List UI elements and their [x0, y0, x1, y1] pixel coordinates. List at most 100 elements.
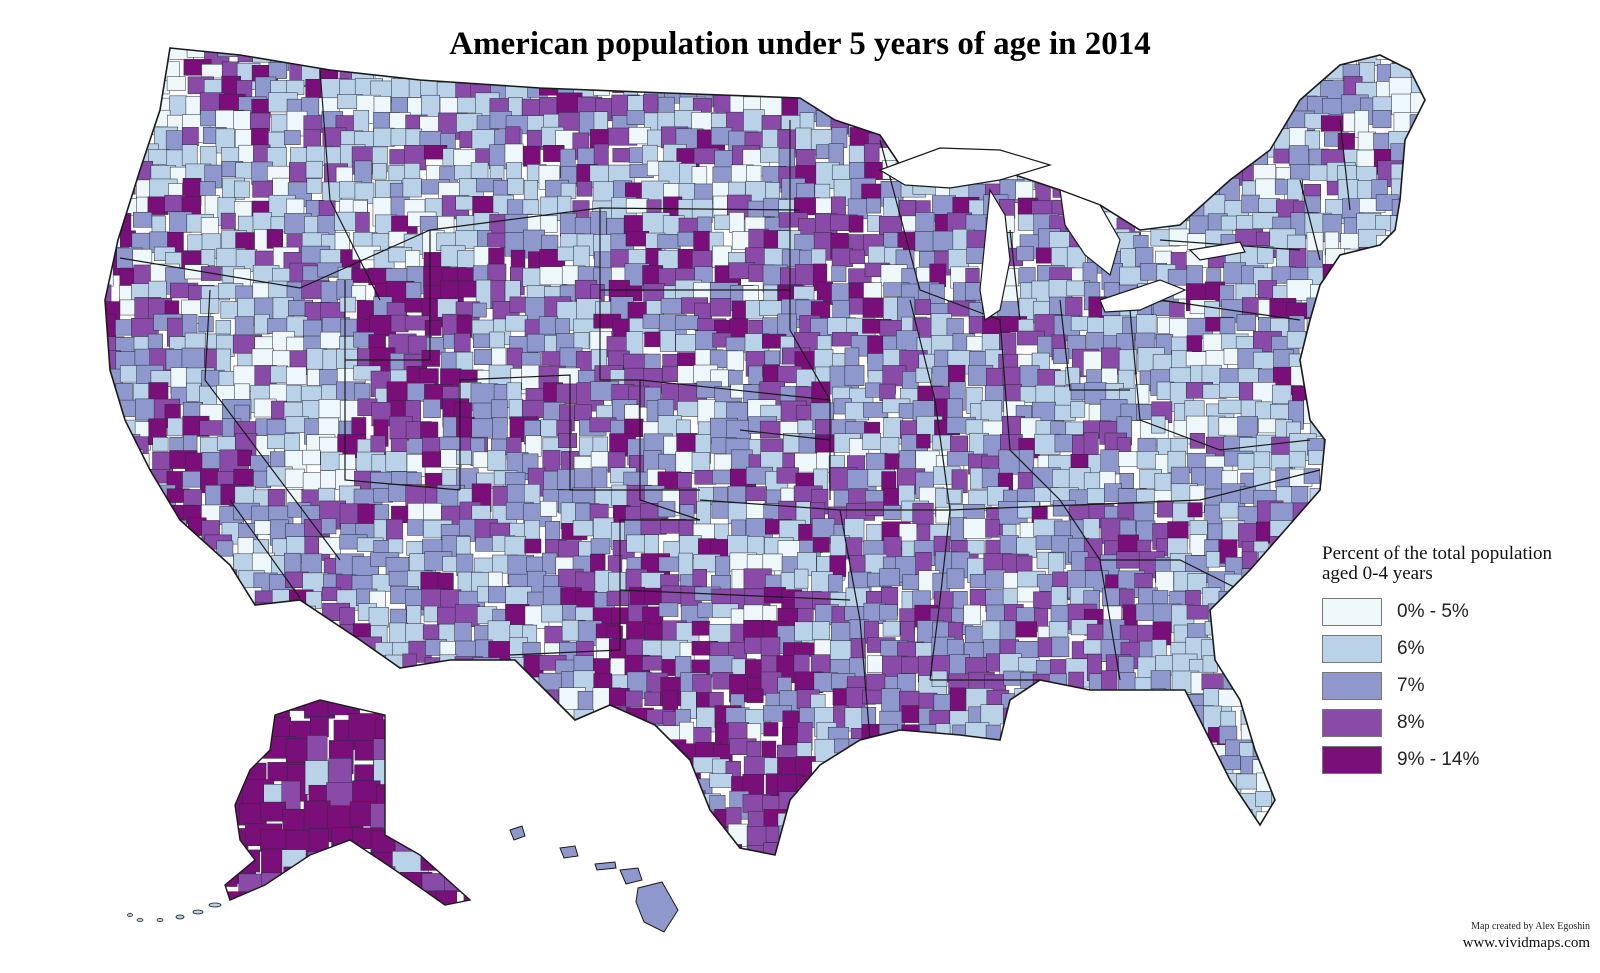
county-cell	[1087, 828, 1106, 855]
county-cell	[1102, 829, 1129, 855]
county-cell	[216, 640, 241, 668]
county-cell	[1014, 704, 1034, 724]
county-cell	[1306, 793, 1330, 810]
county-cell	[658, 602, 679, 617]
county-cell	[1117, 164, 1143, 184]
county-cell	[153, 585, 179, 602]
county-cell	[439, 789, 464, 808]
county-cell	[116, 127, 135, 153]
county-cell	[1122, 828, 1145, 852]
county-cell	[968, 95, 985, 117]
county-cell	[488, 825, 514, 851]
county-cell	[946, 568, 965, 589]
county-cell	[1222, 657, 1237, 675]
county-cell	[1172, 99, 1198, 128]
county-cell	[1326, 433, 1342, 457]
county-cell	[408, 761, 435, 781]
county-cell	[325, 896, 349, 905]
county-cell	[1241, 194, 1260, 214]
county-cell	[168, 725, 191, 749]
county-cell	[1360, 523, 1380, 542]
county-cell	[1356, 417, 1386, 436]
county-cell	[692, 841, 720, 855]
county-cell	[386, 823, 407, 838]
county-cell	[185, 829, 206, 855]
county-cell	[607, 724, 635, 746]
county-cell	[1288, 62, 1314, 88]
county-cell	[1118, 740, 1134, 765]
county-cell	[1054, 130, 1073, 150]
county-cell	[302, 449, 321, 466]
legend-title-line1: Percent of the total population	[1322, 543, 1553, 564]
county-cell	[420, 742, 445, 759]
county-cell	[967, 742, 990, 770]
county-cell	[1003, 670, 1024, 686]
county-cell	[1390, 352, 1417, 381]
county-cell	[105, 824, 125, 849]
county-cell	[1137, 180, 1160, 204]
county-cell	[1032, 727, 1048, 750]
county-cell	[1172, 825, 1195, 841]
county-cell	[132, 78, 155, 103]
county-cell	[132, 827, 151, 850]
county-cell	[475, 823, 499, 847]
county-cell	[509, 296, 527, 313]
county-cell	[712, 846, 734, 855]
county-cell	[969, 842, 991, 855]
county-cell	[1376, 368, 1398, 387]
county-cell	[901, 743, 921, 771]
county-cell	[1220, 132, 1248, 152]
county-cell	[1325, 349, 1353, 374]
county-cell	[574, 468, 592, 490]
county-cell	[1034, 756, 1062, 783]
county-cell	[493, 707, 510, 728]
county-cell	[709, 794, 726, 811]
county-cell	[1014, 808, 1032, 836]
hawaii-kauai	[509, 825, 526, 841]
county-cell	[423, 825, 448, 842]
county-cell	[998, 99, 1016, 128]
county-cell	[1308, 846, 1324, 855]
county-cell	[1289, 573, 1316, 597]
county-cell	[1269, 536, 1297, 566]
county-cell	[611, 484, 629, 507]
county-cell	[1427, 246, 1452, 266]
county-cell	[1151, 829, 1173, 850]
county-cell	[130, 590, 147, 618]
county-cell	[879, 383, 896, 401]
county-cell	[1156, 743, 1180, 771]
county-cell	[369, 671, 390, 696]
county-cell	[1323, 485, 1349, 505]
county-cell	[220, 301, 238, 319]
legend-swatch	[1322, 709, 1382, 737]
county-cell	[898, 114, 920, 140]
county-cell	[864, 63, 885, 83]
county-cell	[1272, 809, 1298, 830]
county-cell	[1253, 95, 1283, 117]
county-cell	[948, 809, 970, 830]
county-cell	[997, 743, 1025, 760]
county-cell	[457, 687, 477, 703]
county-cell	[1136, 520, 1156, 542]
county-cell	[1428, 199, 1456, 218]
county-cell	[118, 688, 137, 709]
county-cell	[457, 97, 477, 114]
county-cell	[608, 827, 638, 853]
county-cell	[300, 658, 327, 685]
county-cell	[625, 745, 641, 768]
county-cell	[1137, 690, 1156, 718]
county-cell	[1304, 574, 1320, 602]
county-cell	[105, 557, 119, 576]
county-cell	[355, 672, 373, 699]
county-cell	[117, 449, 144, 466]
county-cell	[1070, 114, 1096, 141]
county-cell	[105, 81, 117, 99]
county-cell	[1087, 166, 1106, 197]
county-cell	[1341, 487, 1370, 510]
county-cell	[883, 488, 900, 508]
county-cell	[610, 808, 636, 826]
county-cell	[1172, 77, 1197, 101]
county-cell	[1325, 367, 1343, 388]
county-cell	[1273, 723, 1299, 745]
county-cell	[1053, 61, 1078, 82]
